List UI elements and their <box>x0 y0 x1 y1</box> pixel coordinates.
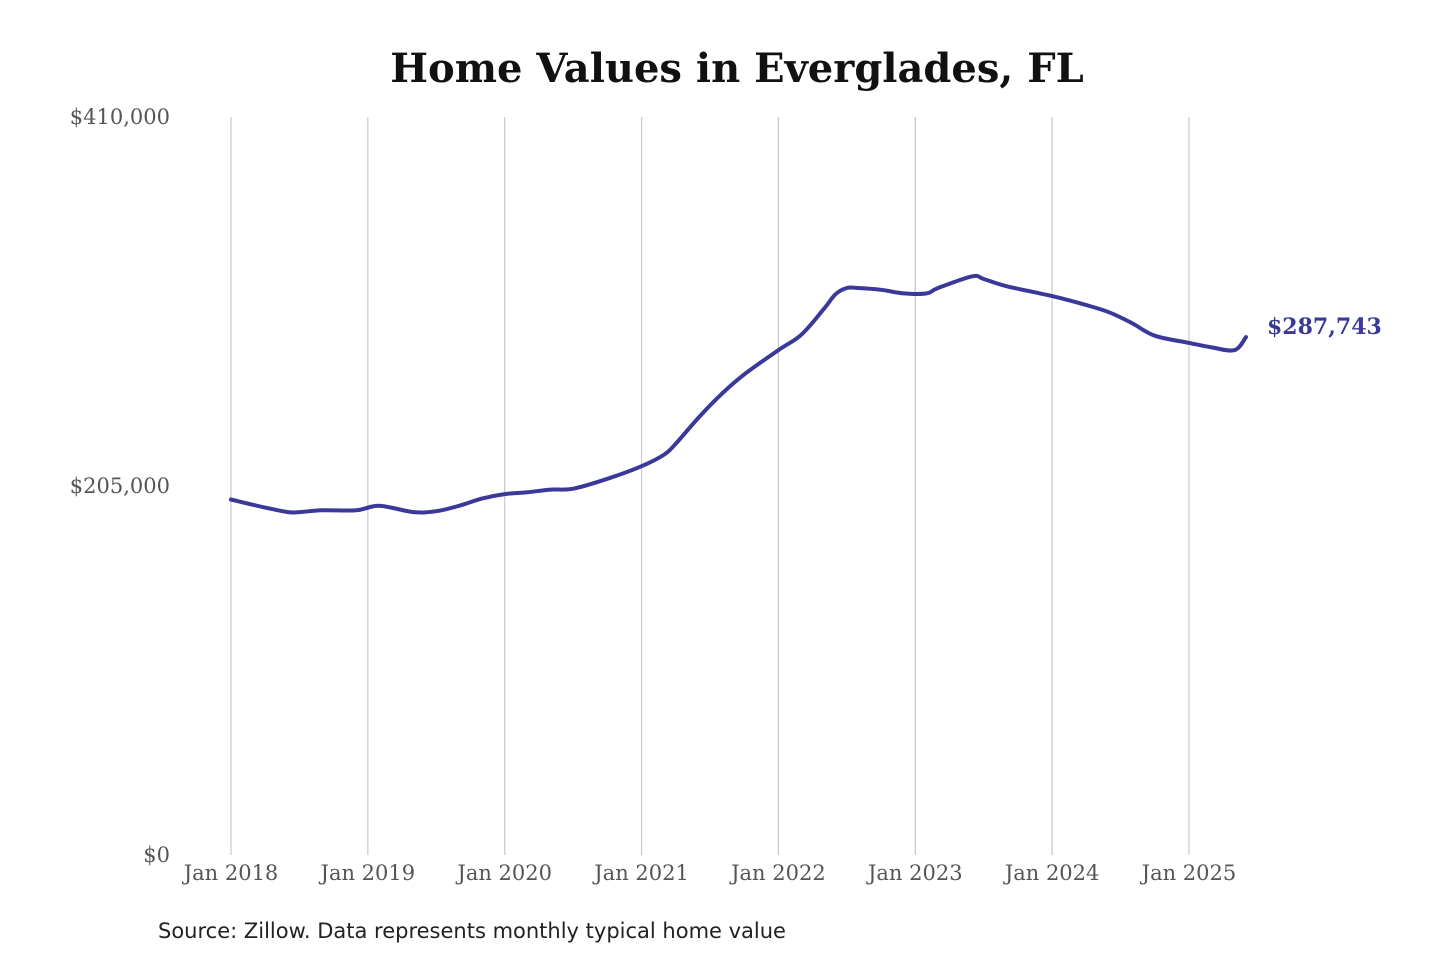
x-tick-label: Jan 2022 <box>729 861 826 885</box>
x-tick-label: Jan 2020 <box>455 861 552 885</box>
chart-title: Home Values in Everglades, FL <box>390 45 1083 92</box>
source-note: Source: Zillow. Data represents monthly … <box>158 919 786 943</box>
y-axis-tick-labels: $0 $205,000 $410,000 <box>70 105 170 867</box>
y-tick-label: $410,000 <box>70 105 170 129</box>
x-tick-label: Jan 2018 <box>182 861 279 885</box>
series-layer <box>229 273 1248 515</box>
x-tick-label: Jan 2024 <box>1003 861 1100 885</box>
x-tick-label: Jan 2021 <box>592 861 689 885</box>
home-value-line <box>229 273 1248 515</box>
x-axis-tick-labels: Jan 2018 Jan 2019 Jan 2020 Jan 2021 Jan 2022… <box>182 861 1237 885</box>
x-tick-label: Jan 2019 <box>319 861 416 885</box>
end-value-label: $287,743 <box>1267 314 1382 340</box>
x-tick-label: Jan 2023 <box>866 861 963 885</box>
y-tick-label: $205,000 <box>70 474 170 498</box>
y-tick-label: $0 <box>143 843 170 867</box>
vertical-gridlines <box>230 117 1190 855</box>
x-tick-label: Jan 2025 <box>1140 861 1237 885</box>
